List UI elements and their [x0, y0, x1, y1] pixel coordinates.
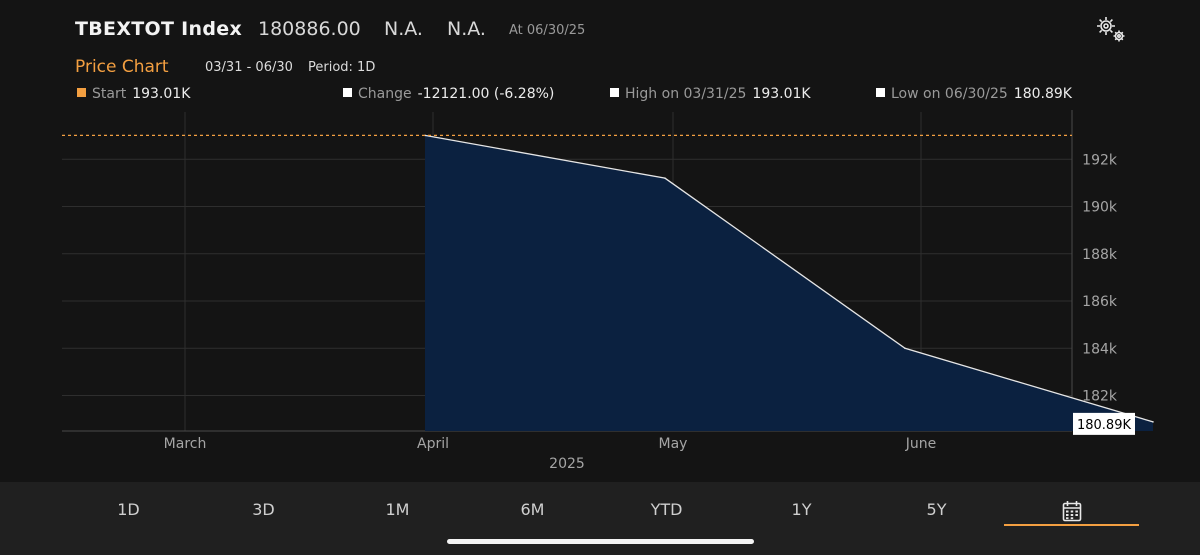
y-tick-label-2: 186k: [1082, 294, 1118, 310]
stat-change-label: Change: [358, 86, 412, 102]
tab-3d[interactable]: 3D: [252, 500, 275, 519]
period: Period: 1D: [308, 60, 376, 75]
stat-low-value: 180.89K: [1013, 86, 1072, 102]
tab-calendar[interactable]: [1004, 492, 1139, 526]
tab-6m[interactable]: 6M: [520, 500, 545, 519]
stat-change-value: -12121.00 (-6.28%): [417, 86, 555, 102]
date-range: 03/31 - 06/30: [205, 60, 293, 75]
tab-1y[interactable]: 1Y: [791, 500, 812, 519]
gear-icon[interactable]: [1094, 14, 1128, 44]
home-indicator[interactable]: [447, 539, 754, 544]
start-swatch: [77, 88, 86, 97]
tab-5y[interactable]: 5Y: [926, 500, 947, 519]
stat-start-label: Start: [92, 86, 127, 102]
tab-1d[interactable]: 1D: [117, 500, 140, 519]
stat-start: Start 193.01K: [77, 86, 190, 102]
as-of-date: At 06/30/25: [509, 23, 586, 38]
price-chart-title: Price Chart: [75, 57, 169, 77]
x-tick-label-2: May: [659, 436, 688, 452]
high-swatch: [610, 88, 619, 97]
area-fill: [425, 135, 1153, 431]
tab-ytd[interactable]: YTD: [650, 500, 683, 519]
x-tick-label-0: March: [164, 436, 207, 452]
stat-high: High on 03/31/25 193.01K: [610, 86, 811, 102]
chart-panel: TBEXTOT Index 180886.00 N.A. N.A. At 06/…: [0, 0, 1200, 482]
y-tick-label-3: 188k: [1082, 247, 1118, 263]
last-value-box: [1073, 412, 1135, 435]
data-point-1: [664, 177, 666, 179]
x-tick-label-1: April: [417, 436, 449, 452]
y-tick-label-0: 182k: [1082, 389, 1118, 405]
price-area-chart[interactable]: 182k 184k 186k 188k 190k 192k March April May Jun…: [0, 110, 1200, 480]
stat-change: Change -12121.00 (-6.28%): [343, 86, 554, 102]
ticker-title: TBEXTOT Index: [75, 18, 242, 40]
calendar-icon: [1062, 500, 1081, 521]
percent-change: N.A.: [447, 18, 486, 40]
net-change: N.A.: [384, 18, 423, 40]
tab-1m[interactable]: 1M: [385, 500, 410, 519]
last-value-label: 180.89K: [1077, 418, 1131, 433]
stat-low: Low on 06/30/25 180.89K: [876, 86, 1072, 102]
low-swatch: [876, 88, 885, 97]
range-tab-bar: 1D 3D 1M 6M YTD 1Y 5Y: [0, 482, 1200, 555]
data-point-3: [1152, 421, 1154, 423]
stat-low-label: Low on 06/30/25: [891, 86, 1008, 102]
year-label: 2025: [549, 456, 585, 472]
stat-high-label: High on 03/31/25: [625, 86, 747, 102]
data-point-2: [904, 347, 906, 350]
stat-high-value: 193.01K: [752, 86, 811, 102]
x-tick-label-3: June: [905, 436, 937, 452]
y-tick-label-4: 190k: [1082, 200, 1118, 216]
y-tick-label-5: 192k: [1082, 152, 1118, 168]
price-line: [424, 134, 1154, 423]
change-swatch: [343, 88, 352, 97]
stat-start-value: 193.01K: [132, 86, 191, 102]
last-price: 180886.00: [258, 18, 361, 40]
y-tick-label-1: 184k: [1082, 341, 1118, 357]
